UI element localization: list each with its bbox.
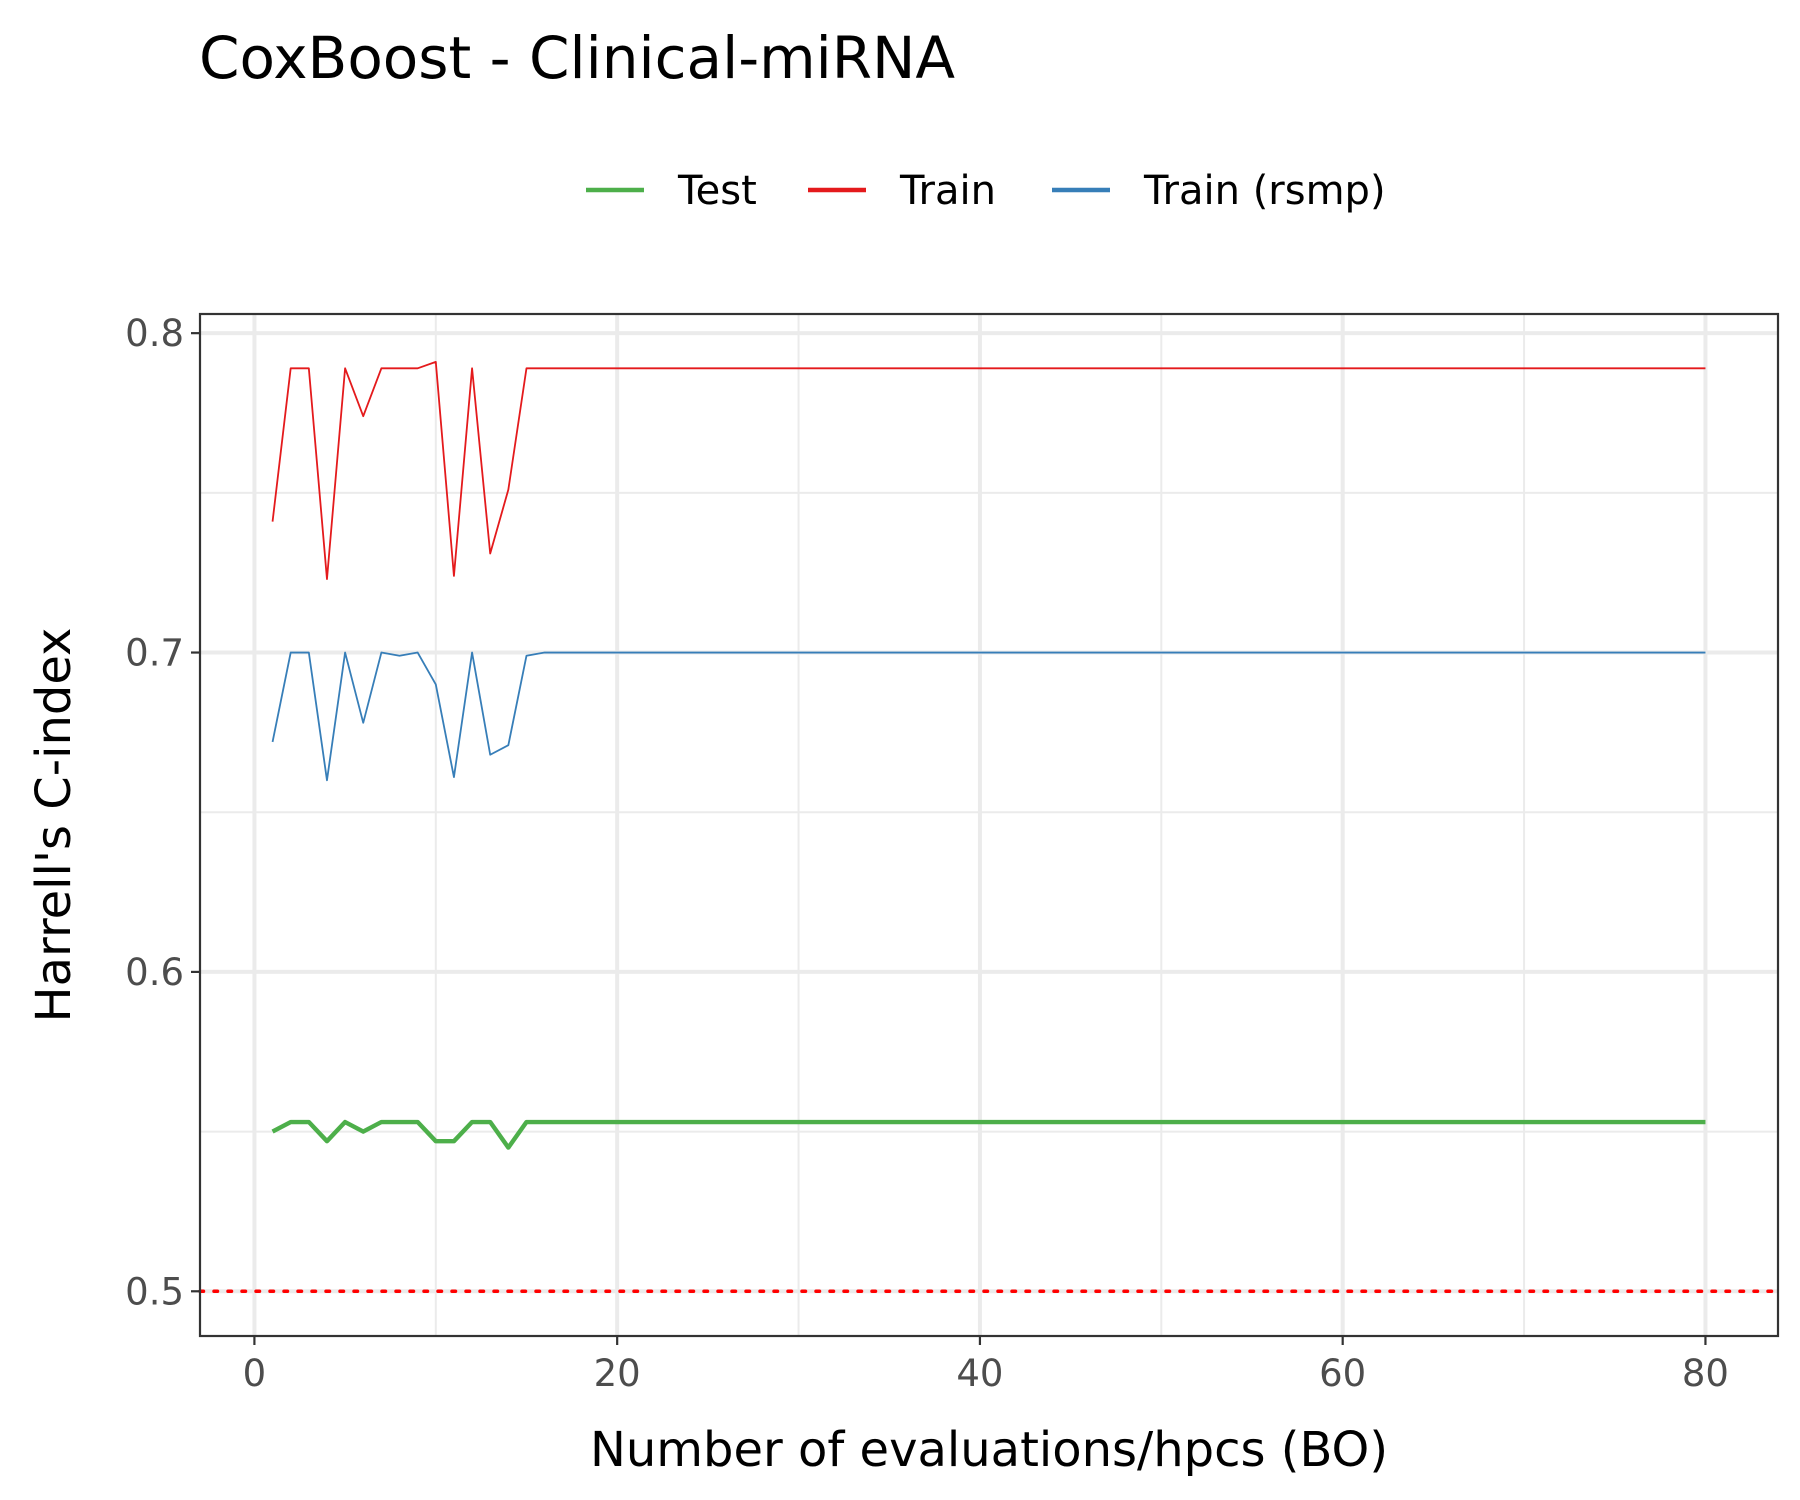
- chart-title: CoxBoost - Clinical-miRNA: [199, 24, 955, 92]
- y-tick-label: 0.6: [125, 951, 184, 994]
- x-tick-label: 0: [243, 1352, 267, 1395]
- legend-label-train-rsmp: Train (rsmp): [1143, 168, 1386, 214]
- x-tick-label: 60: [1319, 1352, 1366, 1395]
- series-group: [271, 361, 1706, 1150]
- y-axis-title: Harrell's C-index: [26, 628, 82, 1023]
- x-tick-label: 80: [1682, 1352, 1729, 1395]
- panel-border: [198, 312, 1780, 1338]
- y-axis: 0.5 0.6 0.7 0.8: [125, 312, 200, 1313]
- x-axis-title: Number of evaluations/hpcs (BO): [590, 1422, 1388, 1478]
- series-line-train-rsmp: [271, 651, 1706, 782]
- x-tick-label: 20: [594, 1352, 641, 1395]
- series-line-train: [271, 361, 1706, 580]
- legend: Test Train Train (rsmp): [586, 168, 1386, 214]
- legend-label-test: Test: [677, 168, 757, 214]
- legend-label-train: Train: [899, 168, 996, 214]
- y-tick-label: 0.5: [125, 1270, 184, 1313]
- x-axis: 0 20 40 60 80: [243, 1336, 1729, 1395]
- x-tick-label: 40: [956, 1352, 1003, 1395]
- y-tick-label: 0.8: [125, 312, 184, 355]
- y-tick-label: 0.7: [125, 632, 184, 675]
- series-line-test: [271, 1119, 1706, 1150]
